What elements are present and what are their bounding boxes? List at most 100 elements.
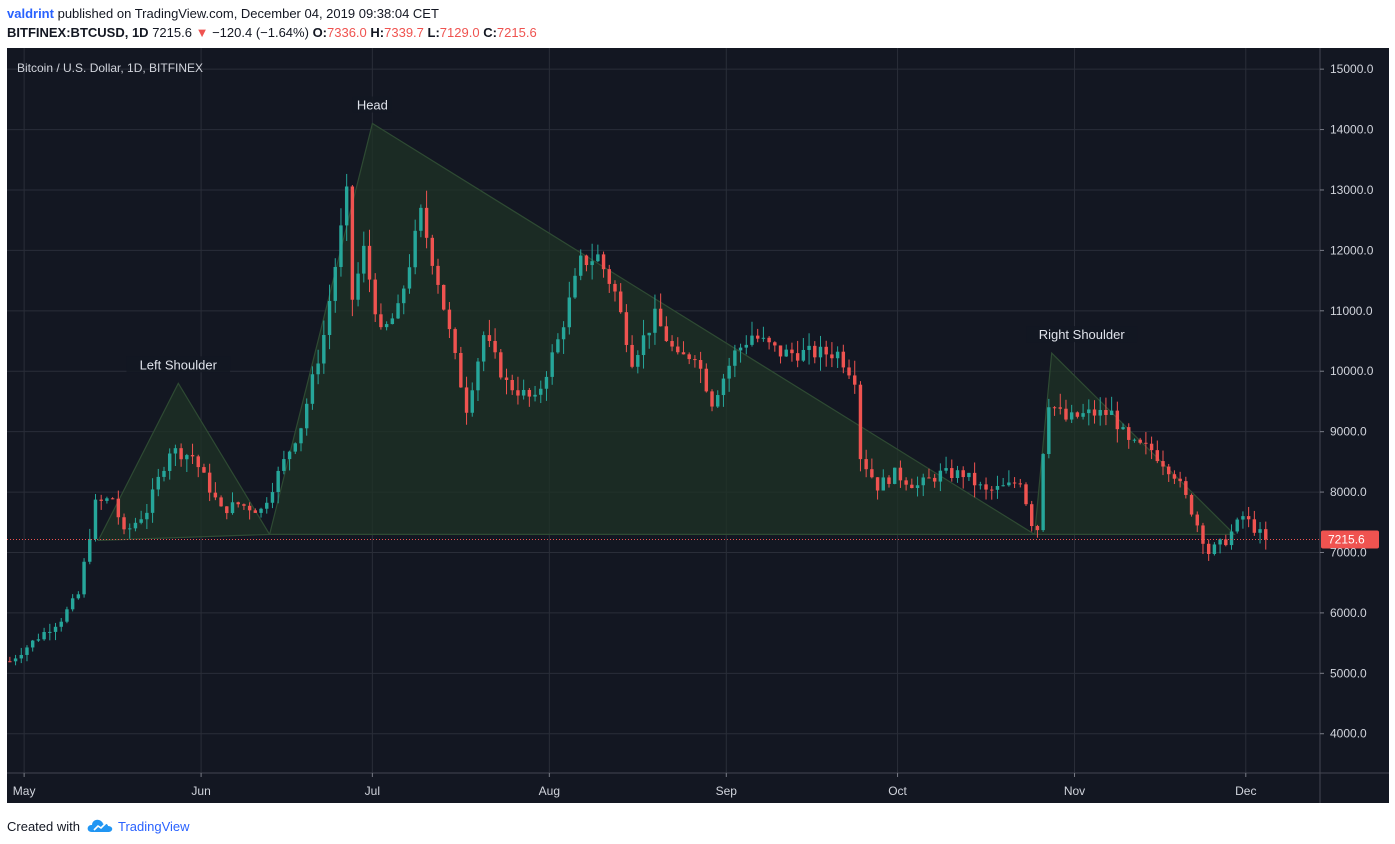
time-tick-label: Sep <box>716 784 738 798</box>
candle-down <box>618 283 623 314</box>
candle-down <box>790 342 794 362</box>
candle-up <box>647 332 651 349</box>
candle-up <box>744 335 748 355</box>
candle-up <box>807 333 811 365</box>
candle-up <box>156 468 160 497</box>
candle-up <box>333 258 337 313</box>
price-tick-label: 11000.0 <box>1330 304 1373 318</box>
candle-up <box>310 366 315 410</box>
candle-down <box>99 494 103 510</box>
tradingview-cloud-icon[interactable] <box>86 818 114 834</box>
candle-up <box>892 467 897 485</box>
candle-up <box>139 510 143 525</box>
candle-up <box>1109 396 1114 416</box>
candle-up <box>173 444 178 466</box>
low-value: 7129.0 <box>439 25 480 40</box>
candle-up <box>978 481 983 490</box>
candle-down <box>864 449 868 478</box>
candle-down <box>676 337 680 355</box>
time-tick-label: Oct <box>888 784 907 798</box>
candle-up <box>733 344 737 378</box>
candle-up <box>162 466 166 482</box>
price-tick-label: 4000.0 <box>1330 727 1367 741</box>
candle-up <box>784 344 788 357</box>
candle-up <box>738 343 743 363</box>
candle-up <box>53 622 58 641</box>
candle-up <box>327 284 332 350</box>
candle-down <box>927 468 931 479</box>
candle-down <box>110 497 115 500</box>
candle-up <box>322 320 326 374</box>
pattern-triangle <box>268 122 1037 535</box>
candlestick-chart[interactable]: 7215.6 4000.0 5000.0 6000.0 7000.0 8000.0 900… <box>7 48 1389 803</box>
candle-up <box>1007 470 1011 487</box>
candle-down <box>1172 470 1177 485</box>
candle-down <box>1012 477 1017 489</box>
candle-down <box>961 466 965 489</box>
candle-up <box>230 492 235 515</box>
price-tick-label: 5000.0 <box>1330 666 1367 680</box>
candle-down <box>1167 463 1171 482</box>
candle-up <box>1241 511 1245 529</box>
candle-up <box>76 591 81 600</box>
candle-down <box>247 502 252 520</box>
candle-down <box>379 303 383 330</box>
candle-down <box>847 359 851 380</box>
price-tick-label: 6000.0 <box>1330 606 1367 620</box>
candle-down <box>1195 511 1199 533</box>
candle-up <box>356 262 360 307</box>
candle-up <box>276 466 280 504</box>
candle-up <box>105 496 109 504</box>
candle-down <box>1052 406 1057 416</box>
candle-up <box>835 346 840 368</box>
candle-up <box>716 390 720 408</box>
candle-down <box>841 344 846 374</box>
candle-down <box>984 477 988 500</box>
candle-down <box>664 316 669 343</box>
close-value: 7215.6 <box>496 25 537 40</box>
candle-up <box>641 319 646 369</box>
author-link[interactable]: valdrint <box>7 6 54 21</box>
candle-down <box>910 478 914 489</box>
candle-up <box>48 623 52 641</box>
candle-up <box>1212 542 1217 556</box>
candle-down <box>236 501 240 508</box>
candle-up <box>128 523 132 539</box>
candle-up <box>282 450 286 475</box>
candle-down <box>499 348 503 380</box>
candle-down <box>350 184 355 317</box>
candle-down <box>213 482 218 501</box>
candle-up <box>579 249 583 281</box>
candle-up <box>521 379 526 400</box>
candle-down <box>1264 521 1268 550</box>
candle-up <box>36 633 41 642</box>
candle-down <box>1155 440 1160 464</box>
tradingview-brand-link[interactable]: TradingView <box>117 818 190 834</box>
candle-down <box>225 506 229 520</box>
candle-down <box>601 251 606 278</box>
time-tick-label: May <box>13 784 36 798</box>
price-tick-label: 8000.0 <box>1330 485 1367 499</box>
candle-up <box>59 618 63 632</box>
time-axis[interactable]: May Jun Jul Aug Sep Oct Nov Dec <box>13 773 1257 798</box>
candle-up <box>1258 522 1262 544</box>
price-axis[interactable]: 4000.0 5000.0 6000.0 7000.0 8000.0 9000.0 1000… <box>1320 62 1374 741</box>
candle-up <box>818 335 823 371</box>
candle-up <box>413 219 417 275</box>
candle-down <box>704 363 709 393</box>
candle-up <box>944 456 948 474</box>
candle-up <box>185 453 189 473</box>
pattern-labels: Left Shoulder Head Right Shoulder <box>126 96 1138 373</box>
candle-down <box>898 460 903 488</box>
candle-up <box>1001 477 1005 487</box>
candle-down <box>1115 401 1120 443</box>
candle-down <box>116 490 121 525</box>
candle-up <box>30 639 35 652</box>
price-tick-label: 9000.0 <box>1330 425 1367 439</box>
candle-down <box>516 376 520 405</box>
chart-area[interactable]: 7215.6 4000.0 5000.0 6000.0 7000.0 8000.0 900… <box>7 48 1389 803</box>
candle-up <box>304 398 309 436</box>
pattern-triangle <box>97 382 271 542</box>
candle-down <box>1075 411 1080 419</box>
candle-down <box>430 234 435 275</box>
